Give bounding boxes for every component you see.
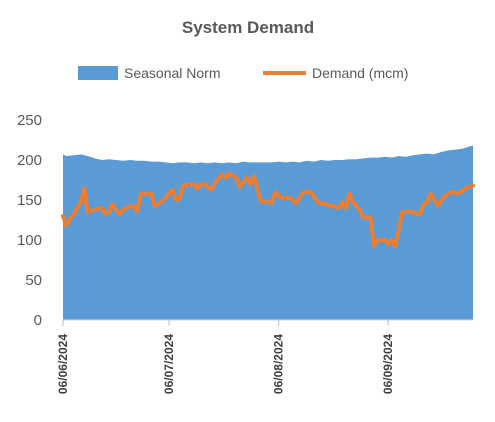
plot-area [61,145,475,320]
y-tick-label: 50 [25,272,42,289]
y-tick-label: 100 [17,232,42,249]
legend-label-demand: Demand (mcm) [312,65,408,81]
y-axis: 0 50 100 150 200 250 [17,112,42,329]
seasonal-norm-area [63,145,473,320]
x-tick-label: 06/07/2024 [162,334,176,394]
legend-label-seasonal-norm: Seasonal Norm [124,65,221,81]
x-axis: 06/06/2024 06/07/2024 06/08/2024 06/09/2024 [56,319,473,394]
y-tick-label: 0 [34,312,42,329]
demand-line [61,171,475,249]
chart-title: System Demand [182,18,314,37]
legend-swatch-seasonal-norm [78,66,118,80]
y-tick-label: 250 [17,112,42,129]
x-tick-label: 06/09/2024 [381,334,395,394]
legend: Seasonal Norm Demand (mcm) [78,65,408,81]
x-tick-label: 06/08/2024 [272,334,286,394]
y-tick-label: 150 [17,192,42,209]
x-tick-label: 06/06/2024 [56,334,70,394]
y-tick-label: 200 [17,152,42,169]
